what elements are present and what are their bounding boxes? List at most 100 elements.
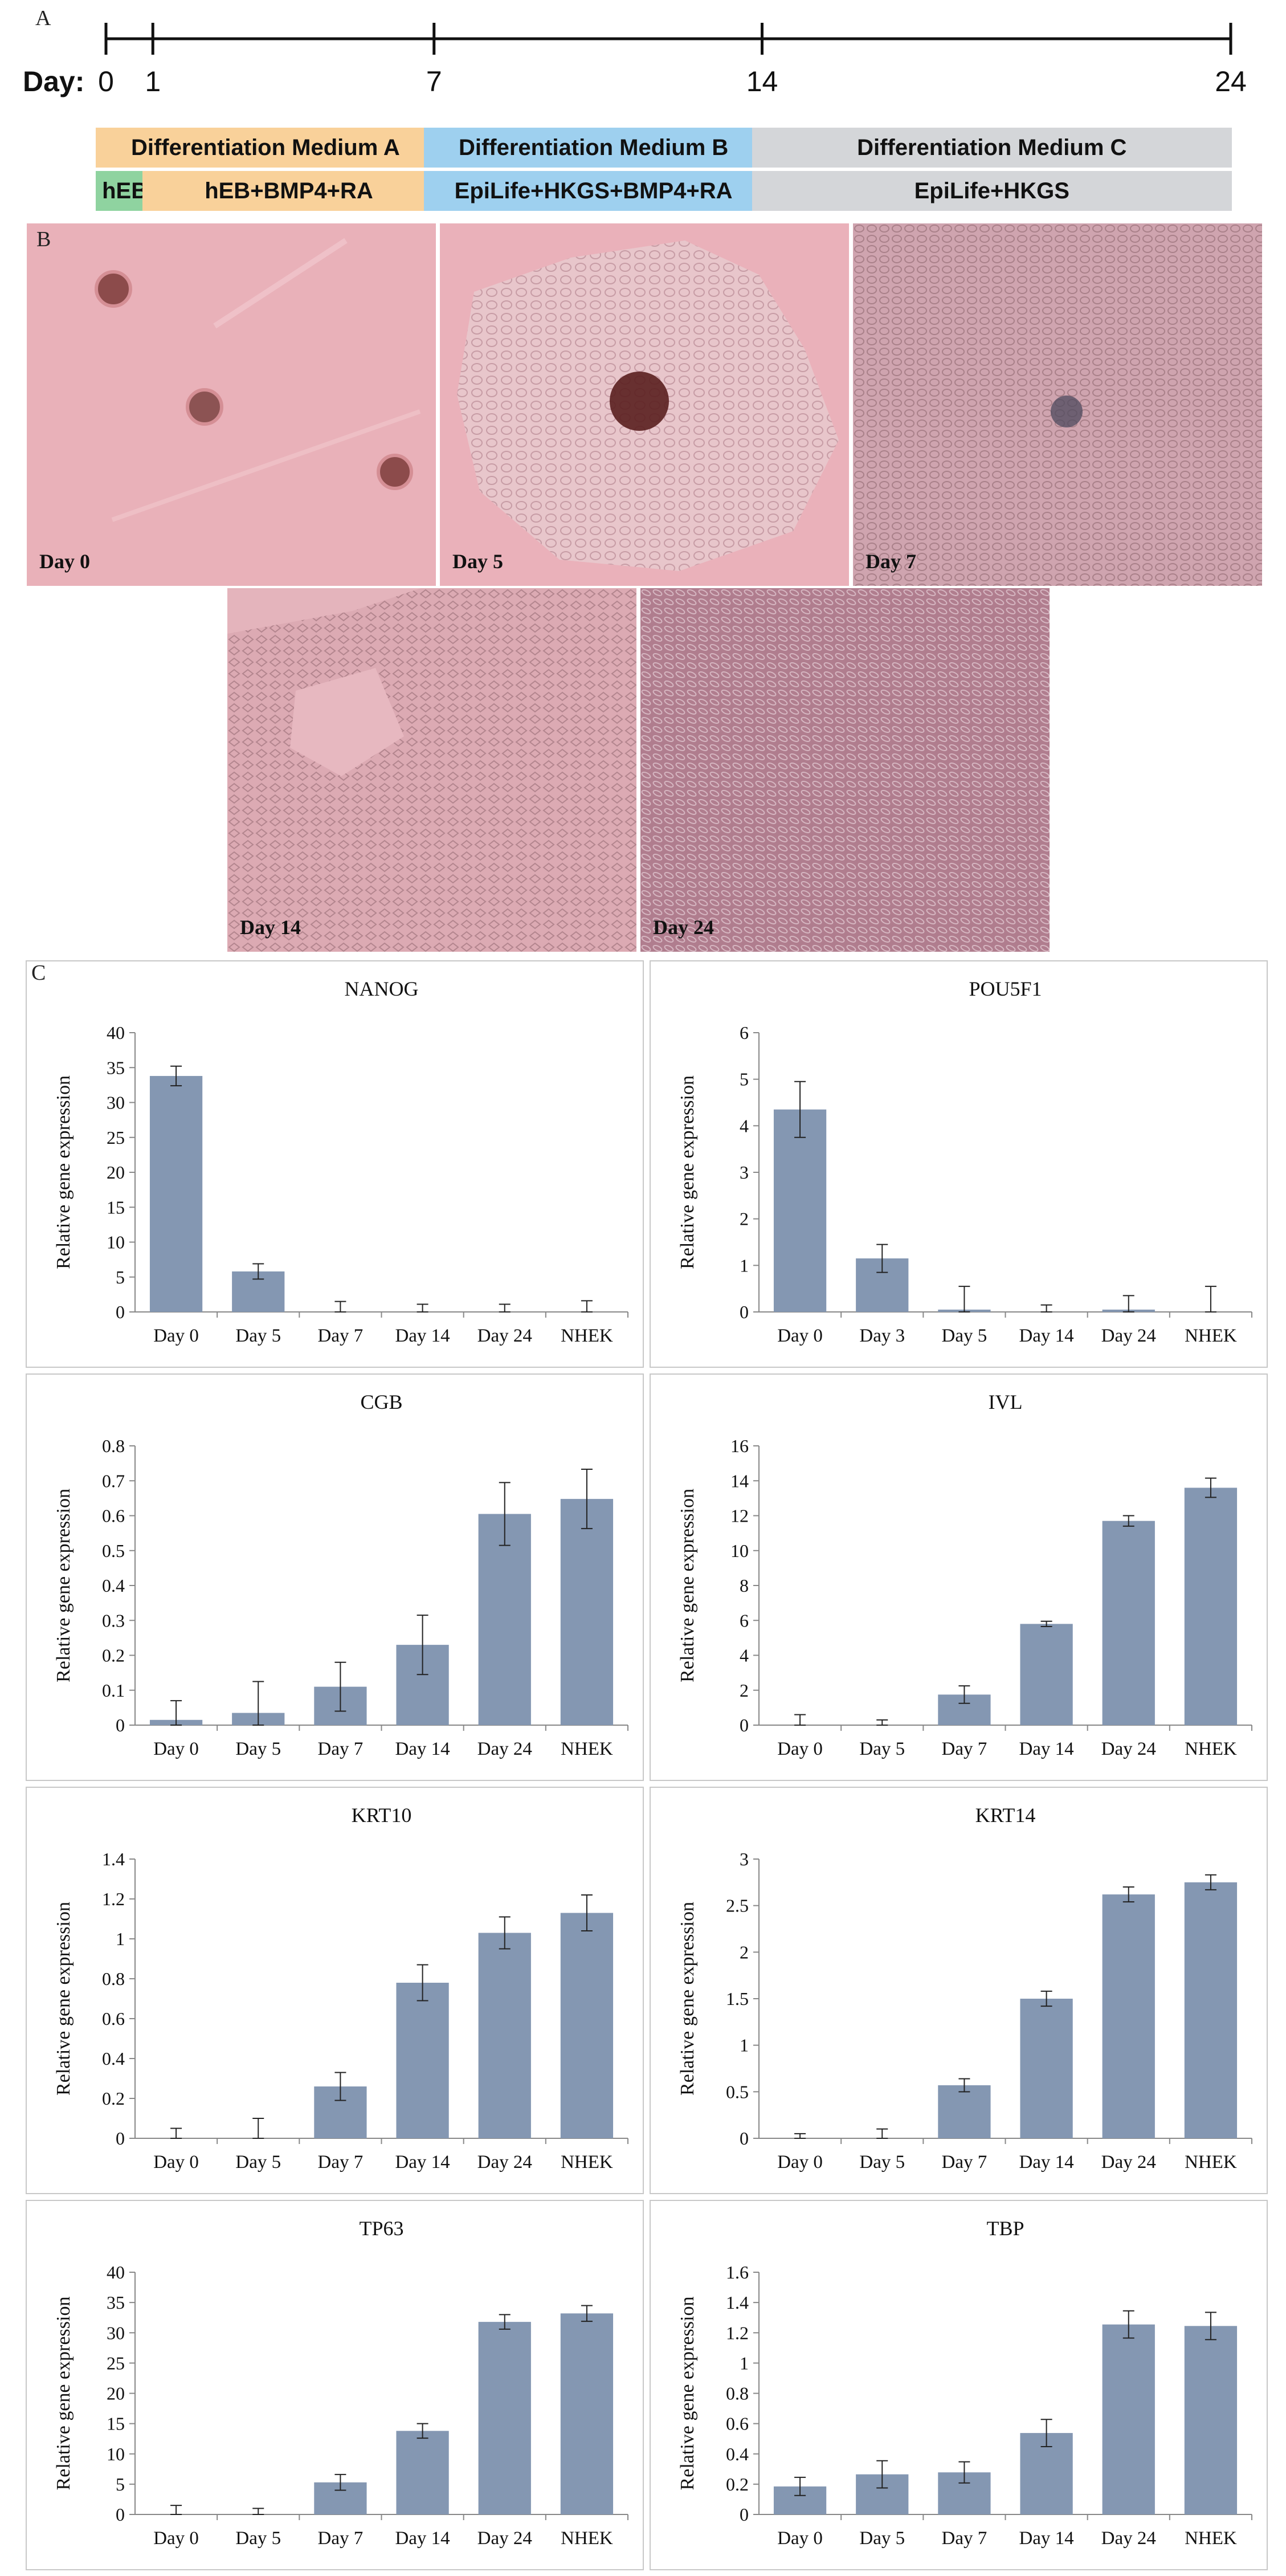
bar [149,1075,203,1312]
y-tick-label: 30 [107,1093,125,1113]
y-tick-label: 20 [107,2383,125,2404]
y-tick-label: 0 [740,2504,749,2525]
colony-center [610,372,669,431]
medium-bar: Differentiation Medium C [752,128,1232,168]
micrograph-day7-image [853,223,1262,586]
chart-title: KRT14 [975,1804,1036,1827]
x-tick-label: Day 7 [318,2528,364,2549]
x-tick-label: Day 24 [1101,2528,1156,2549]
timeline: 0 1 7 14 24 Day: [23,23,1247,97]
chart-title: POU5F1 [969,977,1042,1000]
y-tick-label: 3 [740,1849,749,1869]
y-tick-label: 2 [740,1209,749,1229]
micrograph-label: Day 0 [39,550,90,573]
x-tick-label: NHEK [561,1326,613,1346]
bar [1184,1487,1238,1725]
medium-bar: Differentiation Medium A [96,128,435,168]
x-tick-label: Day 7 [318,2152,364,2173]
timeline-tick-label: 14 [746,66,778,97]
y-axis-label: Relative gene expression [53,1489,74,1682]
y-tick-label: 0.6 [102,1506,125,1526]
micrograph-day14-image [227,588,636,952]
x-tick-label: Day 5 [859,1739,905,1759]
bar [938,2085,991,2138]
x-tick-label: Day 24 [477,1739,532,1759]
bar [1184,2326,1238,2514]
x-tick-label: Day 24 [1101,1326,1156,1346]
y-tick-label: 0.6 [726,2414,749,2434]
micrograph-day5-image [440,223,849,586]
x-tick-label: Day 0 [777,2152,823,2173]
x-tick-label: Day 5 [235,2152,281,2173]
x-tick-label: Day 14 [1019,1739,1073,1759]
micrograph-day5: Day 5 [439,222,850,587]
y-tick-label: 0.1 [102,1680,125,1701]
x-tick-label: Day 24 [477,2528,532,2549]
y-tick-label: 5 [116,1267,125,1287]
x-tick-label: Day 14 [395,1326,450,1346]
y-tick-label: 25 [107,1127,125,1148]
x-tick-label: Day 0 [153,1326,199,1346]
timeline-tick-label: 7 [426,66,442,97]
timeline-tick-label: 0 [98,66,114,97]
chart-krt14: KRT14 Relative gene expression 0 0.5 1 1.5 2 2.… [650,1787,1268,2194]
y-tick-label: 6 [740,1022,749,1043]
micrograph-day24-image [640,588,1050,952]
x-tick-label: Day 24 [1101,2152,1156,2173]
y-tick-label: 1 [740,1255,749,1275]
y-tick-label: 20 [107,1162,125,1183]
y-tick-label: 25 [107,2353,125,2373]
x-tick-label: Day 0 [777,1739,823,1759]
bar [396,1983,449,2138]
chart-tp63: TP63 Relative gene expression 0 5 10 15 20 25 30… [26,2200,644,2570]
chart-title: NANOG [345,977,419,1000]
y-tick-label: 0 [740,2128,749,2149]
timeline-tick-label: 24 [1215,66,1247,97]
y-tick-label: 1 [740,2035,749,2056]
y-tick-label: 1.4 [102,1849,125,1869]
x-tick-label: Day 7 [942,2528,987,2549]
condition-bar: EpiLife+HKGS [752,171,1232,211]
y-tick-label: 0 [740,1302,749,1322]
y-tick-label: 6 [740,1610,749,1631]
y-tick-label: 1 [740,2353,749,2373]
y-tick-label: 0.6 [102,2008,125,2029]
x-tick-label: NHEK [1185,2152,1237,2173]
bar [1102,1894,1155,2138]
panel-label-b: B [36,227,51,251]
x-tick-label: Day 5 [235,2528,281,2549]
bar [396,2431,449,2514]
y-axis-label: Relative gene expression [53,1075,74,1269]
x-tick-label: Day 14 [395,2152,450,2173]
y-tick-label: 14 [730,1470,749,1491]
bar [560,1913,614,2138]
x-tick-label: Day 7 [942,1739,987,1759]
y-tick-label: 0.8 [726,2383,749,2404]
y-tick-label: 0.4 [102,1575,125,1596]
chart-tbp: TBP Relative gene expression 0 0.2 0.4 0.6 0.8… [650,2200,1268,2570]
y-tick-label: 8 [740,1575,749,1596]
y-tick-label: 0.4 [102,2048,125,2069]
y-tick-label: 0.8 [102,1968,125,1989]
micrograph-label: Day 5 [452,550,503,573]
embryoid-body [377,454,413,490]
condition-bar: EpiLife+HKGS+BMP4+RA [423,171,764,211]
x-tick-label: Day 0 [153,2528,199,2549]
y-tick-label: 1.2 [102,1889,125,1909]
x-tick-label: Day 5 [235,1326,281,1346]
y-axis-label: Relative gene expression [677,1075,698,1269]
bar [1102,2324,1155,2514]
y-tick-label: 16 [730,1436,749,1456]
x-tick-label: Day 5 [235,1739,281,1759]
bar [560,1499,614,1725]
x-tick-label: NHEK [1185,1739,1237,1759]
panel-label-c: C [31,961,46,985]
chart-title: IVL [989,1391,1023,1413]
micrograph-label: Day 24 [653,916,714,939]
bar [478,1933,531,2138]
bar [1184,1882,1238,2138]
micrograph-day24: Day 24 [639,587,1051,953]
y-tick-label: 0.2 [102,2088,125,2109]
x-tick-label: Day 5 [859,2528,905,2549]
